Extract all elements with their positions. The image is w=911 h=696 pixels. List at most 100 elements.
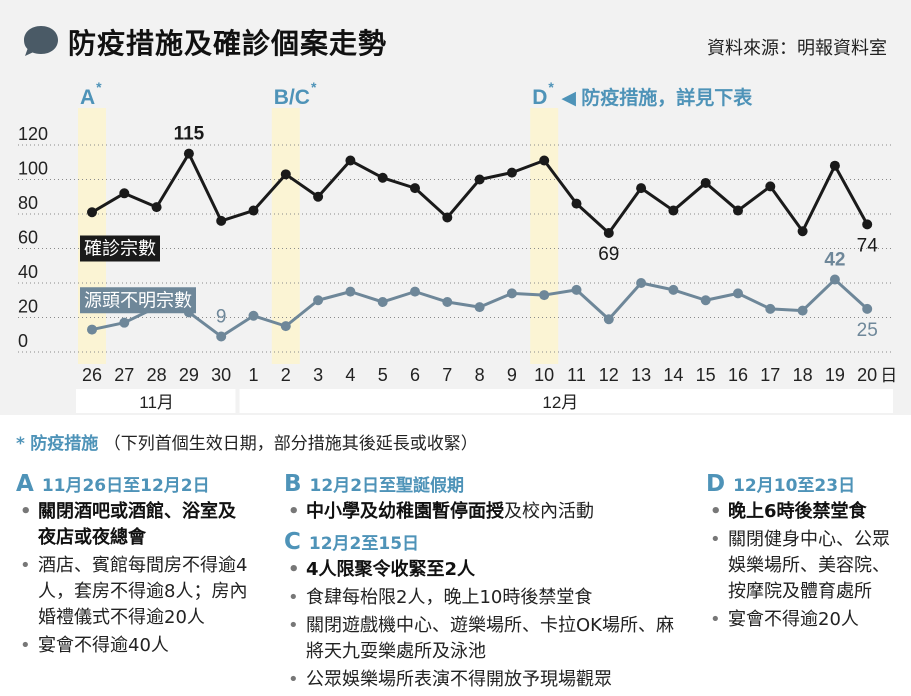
group-letter-a: A bbox=[16, 471, 34, 497]
group-title-d: D 12月10至23日 bbox=[706, 471, 898, 497]
measure-group-b: B 12月2日至聖誕假期 • 中小學及幼稚園暫停面授及校內活動 bbox=[284, 471, 684, 525]
measure-item: • 中小學及幼稚園暫停面授及校內活動 bbox=[284, 499, 684, 525]
group-letter-d: D bbox=[706, 471, 726, 497]
data-point bbox=[474, 174, 485, 185]
data-point bbox=[151, 202, 162, 213]
series-label-text: 源頭不明宗數 bbox=[84, 290, 192, 310]
y-tick-label: 100 bbox=[18, 159, 48, 179]
bullet-icon: • bbox=[288, 501, 300, 522]
group-date-b: 12月2日至聖誕假期 bbox=[309, 476, 465, 496]
measure-item: • 關閉健身中心、公眾娛樂場所、美容院、按摩院及體育處所 bbox=[710, 529, 890, 602]
data-point bbox=[765, 181, 776, 192]
measure-item: • 酒店、賓館每間房不得逾4人，套房不得逾8人；房內婚禮儀式不得逾20人 bbox=[20, 555, 248, 628]
data-point bbox=[248, 310, 259, 321]
group-title-b: B 12月2日至聖誕假期 bbox=[284, 471, 684, 497]
series-label-box bbox=[80, 287, 196, 314]
highlight-star: * bbox=[311, 79, 317, 95]
data-point bbox=[119, 317, 130, 328]
data-point bbox=[603, 314, 614, 325]
data-point bbox=[119, 188, 130, 199]
data-point bbox=[539, 155, 550, 166]
data-point bbox=[87, 207, 97, 218]
x-tick-label: 29 bbox=[179, 365, 199, 385]
measure-item: • 宴會不得逾20人 bbox=[706, 607, 898, 633]
x-tick-label: 9 bbox=[507, 365, 517, 385]
data-point bbox=[571, 198, 582, 209]
data-point bbox=[216, 331, 227, 342]
highlight-label: D bbox=[532, 86, 547, 109]
group-letter-c: C bbox=[284, 529, 301, 555]
group-date-a: 11月26日至12月2日 bbox=[41, 476, 210, 496]
data-point bbox=[280, 169, 291, 180]
data-point bbox=[668, 284, 679, 295]
data-point bbox=[797, 226, 808, 237]
x-tick-label: 13 bbox=[631, 365, 651, 385]
data-point bbox=[506, 288, 517, 299]
data-point bbox=[765, 303, 776, 314]
data-point bbox=[442, 212, 453, 223]
x-tick-label: 17 bbox=[760, 365, 780, 385]
data-point bbox=[442, 296, 453, 307]
data-point bbox=[313, 191, 324, 202]
data-point bbox=[668, 205, 679, 216]
measure-item: • 食肆每枱限2人，晚上10時後禁堂食 bbox=[284, 585, 684, 611]
x-tick-label: 15 bbox=[696, 365, 716, 385]
group-title-a: A 11月26日至12月2日 bbox=[16, 471, 252, 497]
x-tick-label: 8 bbox=[475, 365, 485, 385]
x-tick-suffix: 日 bbox=[880, 366, 897, 385]
data-point bbox=[733, 288, 743, 299]
data-point bbox=[410, 183, 420, 194]
group-date-c: 12月2至15日 bbox=[308, 534, 420, 554]
bullet-icon: • bbox=[20, 501, 32, 522]
measure-group-c: C 12月2至15日 • 4人限聚令收緊至2人 • 食肆每枱限2人，晚上10時後禁堂食… bbox=[284, 529, 684, 693]
highlight-star: * bbox=[96, 79, 102, 95]
data-point bbox=[313, 295, 324, 306]
group-title-c: C 12月2至15日 bbox=[284, 529, 684, 555]
x-tick-label: 19 bbox=[825, 365, 845, 385]
data-label: 115 bbox=[174, 124, 205, 145]
x-tick-label: 11 bbox=[567, 365, 586, 385]
x-tick-label: 14 bbox=[663, 365, 683, 385]
series-line-1 bbox=[91, 152, 869, 235]
series-label-text: 確診宗數 bbox=[84, 239, 156, 259]
series-label-2: 源頭不明宗數 bbox=[80, 287, 196, 314]
month-label: 12月 bbox=[542, 393, 578, 412]
highlight-star: * bbox=[548, 79, 554, 95]
group-letter-b: B bbox=[284, 471, 302, 497]
y-tick-label: 40 bbox=[18, 262, 38, 282]
measure-item: • 4人限聚令收緊至2人 bbox=[284, 557, 684, 583]
bullet-icon: • bbox=[288, 587, 299, 608]
highlight-label: B/C bbox=[274, 86, 310, 109]
measure-item: • 宴會不得逾40人 bbox=[16, 633, 252, 659]
data-point bbox=[797, 305, 808, 316]
data-label: 69 bbox=[598, 244, 619, 265]
x-tick-label: 3 bbox=[313, 365, 323, 385]
bullet-icon: • bbox=[710, 529, 721, 550]
measure-item: • 關閉遊戲機中心、遊樂場所、卡拉OK場所、麻將天九耍樂處所及泳池 bbox=[288, 615, 674, 662]
bullet-icon: • bbox=[710, 609, 721, 630]
page-title: 防疫措施及確診個案走勢 bbox=[68, 27, 388, 60]
data-point bbox=[474, 302, 485, 313]
data-point bbox=[636, 278, 647, 288]
x-tick-label: 27 bbox=[114, 365, 134, 385]
data-point bbox=[862, 303, 873, 314]
x-tick-label: 18 bbox=[793, 365, 813, 385]
bullet-icon: • bbox=[20, 635, 31, 656]
measures-heading: * 防疫措施 （下列首個生效日期，部分措施其後延長或收緊） bbox=[16, 429, 478, 454]
bullet-icon: • bbox=[288, 615, 299, 636]
data-point bbox=[280, 321, 291, 332]
data-point bbox=[87, 324, 97, 335]
data-point bbox=[603, 227, 614, 238]
chart-area: 0 20 40 60 80 100 120 A * B/C * D * ◀ 防疫措施，詳見下表 確診宗數 源頭… bbox=[0, 78, 911, 415]
data-point bbox=[539, 290, 550, 301]
x-tick-label: 16 bbox=[728, 365, 748, 385]
data-point bbox=[829, 160, 840, 171]
source-credit: 資料來源：明報資料室 bbox=[707, 38, 887, 59]
month-bar bbox=[76, 389, 893, 413]
data-point bbox=[377, 296, 388, 307]
y-tick-label: 120 bbox=[18, 124, 48, 144]
measure-item: • 關閉酒吧或酒館、浴室及夜店或夜總會 bbox=[20, 501, 236, 548]
data-label: 9 bbox=[216, 306, 227, 327]
data-label: 42 bbox=[824, 250, 845, 271]
